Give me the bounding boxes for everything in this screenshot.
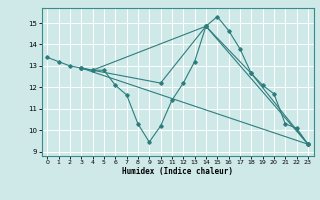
X-axis label: Humidex (Indice chaleur): Humidex (Indice chaleur) bbox=[122, 167, 233, 176]
